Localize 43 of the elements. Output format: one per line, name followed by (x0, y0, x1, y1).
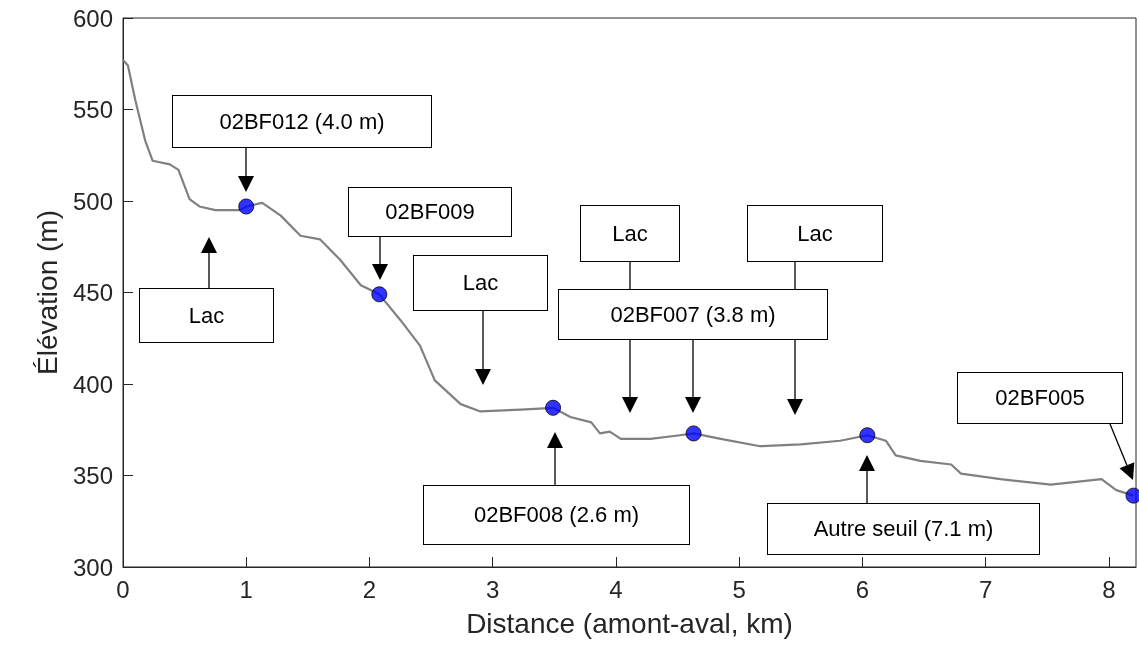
point (238, 198, 255, 215)
y-tick-label: 450 (72, 279, 113, 306)
y-tick-label: 500 (72, 187, 113, 215)
point (859, 427, 876, 444)
y-tick-label: 300 (72, 553, 113, 581)
callout-box: Lac (747, 205, 883, 262)
annotation: 02BF009 (385, 199, 475, 225)
x-tick-label: 0 (116, 575, 130, 603)
callout-box: Autre seuil (7.1 m) (767, 503, 1040, 555)
x-tick-label: 7 (978, 575, 993, 603)
annotation: Lac (188, 302, 225, 329)
point (685, 425, 702, 442)
point (545, 399, 562, 416)
annotation: Lac (612, 220, 648, 247)
y-tick-label: 350 (72, 462, 113, 489)
annotation: Lac (797, 220, 833, 247)
x-tick-label: 2 (362, 575, 377, 603)
y-tick-label: 600 (72, 4, 113, 32)
x-axis-title: Distance (amont-aval, km) (466, 607, 793, 639)
y-tick-label: 550 (72, 96, 113, 123)
callout-box: Lac (139, 288, 274, 343)
x-tick-label: 3 (486, 575, 500, 603)
callout-box: Lac (413, 255, 548, 311)
callout-box: 02BF007 (3.8 m) (558, 289, 828, 340)
x-tick-label: 1 (239, 575, 253, 603)
x-tick-label: 8 (1102, 575, 1116, 603)
callout-box: Lac (580, 205, 680, 262)
annotation: 02BF008 (2.6 m) (473, 502, 640, 528)
point (371, 286, 388, 303)
x-tick-label: 5 (732, 575, 746, 603)
annotation: 02BF005 (995, 385, 1085, 411)
annotation: Lac (462, 270, 499, 296)
y-axis-title: Élévation (m) (31, 210, 63, 375)
x-tick-label: 4 (609, 575, 623, 603)
callout-box: 02BF008 (2.6 m) (423, 485, 690, 545)
callout-box: 02BF009 (348, 187, 512, 237)
annotation: 02BF012 (4.0 m) (219, 108, 385, 135)
callout-box: 02BF005 (957, 372, 1123, 424)
callout-box: 02BF012 (4.0 m) (172, 95, 432, 148)
annotation: 02BF007 (3.8 m) (610, 301, 776, 328)
y-tick-label: 400 (72, 370, 113, 398)
x-tick-label: 6 (855, 575, 870, 603)
annotation: Autre seuil (7.1 m) (813, 516, 994, 542)
